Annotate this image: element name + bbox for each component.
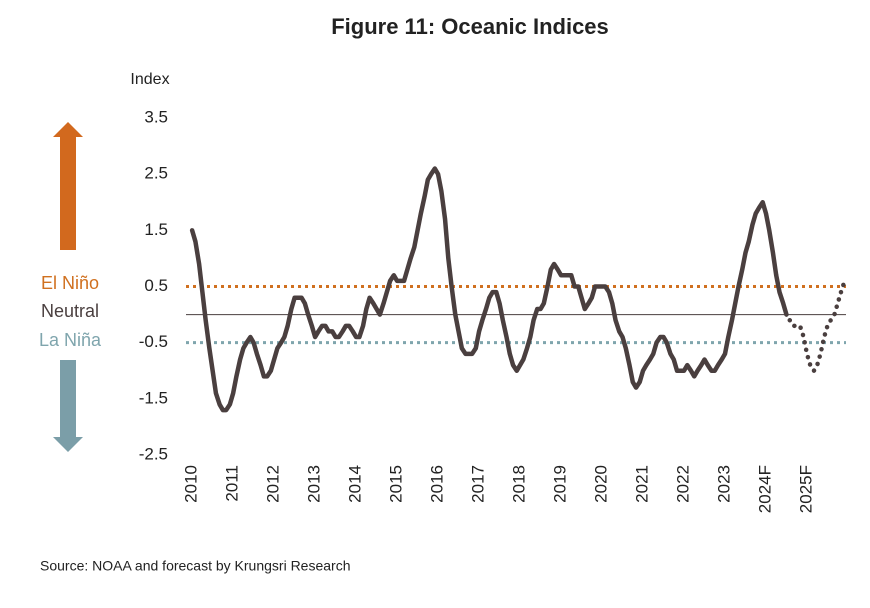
x-tick-label: 2016 — [428, 465, 447, 503]
source-note: Source: NOAA and forecast by Krungsri Re… — [40, 558, 350, 574]
x-tick-label: 2022 — [673, 465, 692, 503]
el-nino-arrow — [53, 122, 83, 250]
y-tick-label: 3.5 — [144, 107, 168, 126]
x-tick-label: 2020 — [592, 465, 611, 503]
x-tick-label: 2025F — [796, 465, 815, 513]
x-tick-label: 2021 — [632, 465, 651, 503]
x-tick-label: 2010 — [182, 465, 201, 503]
y-tick-label: 2.5 — [144, 164, 168, 183]
data-line — [189, 166, 789, 413]
x-tick-label: 2015 — [387, 465, 406, 503]
y-tick-label: 1.5 — [144, 220, 168, 239]
x-tick-label: 2023 — [714, 465, 733, 503]
y-tick-label: -1.5 — [139, 388, 168, 407]
x-tick-label: 2018 — [510, 465, 529, 503]
x-tick-label: 2017 — [469, 465, 488, 503]
x-tick-label: 2024F — [755, 465, 774, 513]
reference-label: Neutral — [41, 301, 99, 321]
forecast-line — [787, 278, 847, 373]
x-tick-label: 2012 — [264, 465, 283, 503]
y-tick-label: -0.5 — [139, 332, 168, 351]
reference-label: El Niño — [41, 273, 99, 293]
y-tick-label: 0.5 — [144, 276, 168, 295]
chart-title: Figure 11: Oceanic Indices — [331, 14, 609, 39]
la-nina-arrow — [53, 360, 83, 452]
y-tick-label: -2.5 — [139, 444, 168, 463]
reference-label: La Niña — [39, 330, 102, 350]
x-tick-label: 2011 — [223, 465, 242, 502]
y-axis-label: Index — [130, 71, 169, 88]
x-tick-label: 2013 — [305, 465, 324, 503]
x-tick-label: 2014 — [346, 465, 365, 503]
x-tick-label: 2019 — [551, 465, 570, 503]
